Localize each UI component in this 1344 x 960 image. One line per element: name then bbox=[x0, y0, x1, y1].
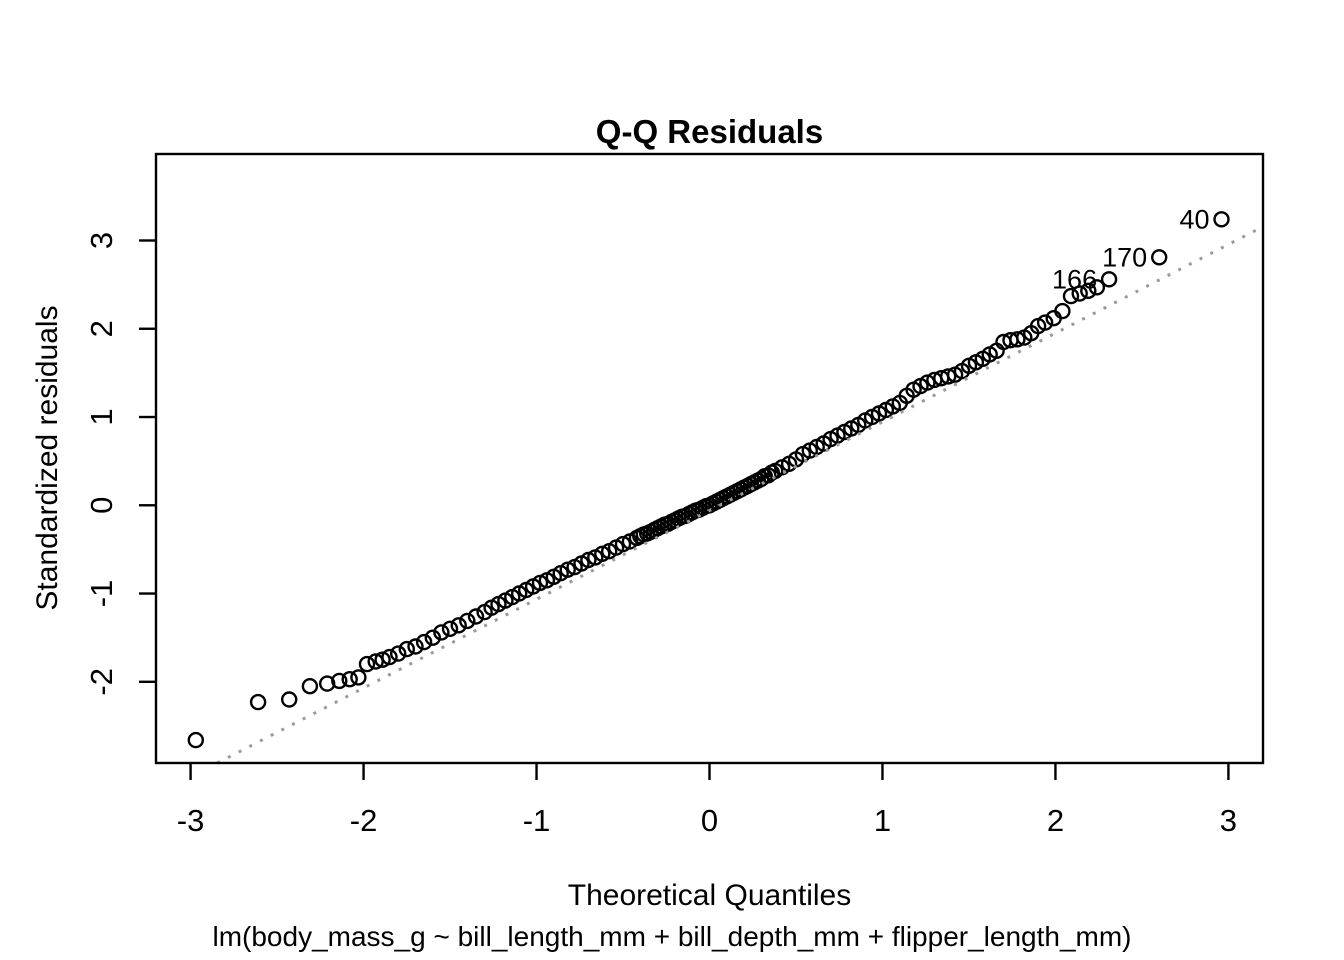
y-axis-title: Standardized residuals bbox=[31, 305, 64, 611]
points-layer bbox=[187, 211, 1230, 749]
data-point bbox=[1036, 314, 1054, 331]
outlier-point bbox=[1213, 211, 1230, 228]
x-axis: -3 -2 -1 0 1 2 3 bbox=[177, 764, 1237, 838]
y-tick-label: 1 bbox=[84, 408, 119, 425]
outlier-point bbox=[1100, 271, 1118, 288]
y-tick-label: 3 bbox=[84, 232, 119, 249]
point-label: 170 bbox=[1102, 242, 1147, 272]
x-tick-label: 0 bbox=[701, 803, 718, 838]
data-point bbox=[459, 612, 476, 630]
data-point bbox=[249, 693, 267, 711]
x-tick-label: -2 bbox=[350, 803, 378, 838]
plot-box bbox=[154, 152, 1265, 765]
data-point bbox=[467, 608, 485, 625]
data-point bbox=[1009, 331, 1026, 348]
data-point bbox=[331, 672, 348, 690]
data-point bbox=[390, 645, 407, 662]
x-tick-label: 2 bbox=[1047, 803, 1064, 838]
data-point bbox=[424, 629, 441, 646]
x-tick-label: -1 bbox=[523, 803, 551, 838]
data-point bbox=[381, 648, 398, 666]
data-point bbox=[450, 617, 467, 634]
chart-title: Q-Q Residuals bbox=[595, 113, 824, 150]
y-tick-label: 0 bbox=[84, 497, 119, 514]
data-point bbox=[398, 640, 415, 658]
x-axis-title: Theoretical Quantiles bbox=[567, 879, 852, 912]
y-axis: -2 -1 0 1 2 3 bbox=[84, 232, 155, 696]
data-point bbox=[319, 675, 336, 692]
plot-border bbox=[154, 152, 1265, 765]
data-point bbox=[358, 655, 376, 673]
y-tick-label: 2 bbox=[84, 320, 119, 337]
data-point bbox=[301, 678, 319, 695]
data-point bbox=[1062, 287, 1080, 305]
data-point bbox=[281, 691, 298, 708]
data-point bbox=[415, 633, 433, 651]
data-point bbox=[407, 638, 424, 655]
data-point bbox=[341, 671, 358, 688]
data-point bbox=[1088, 279, 1106, 296]
data-point bbox=[441, 620, 459, 637]
y-tick-label: -1 bbox=[84, 580, 119, 608]
x-tick-label: 3 bbox=[1220, 803, 1237, 838]
x-tick-label: -3 bbox=[177, 803, 205, 838]
data-point bbox=[1054, 302, 1071, 320]
data-point bbox=[1071, 285, 1088, 302]
model-call-subtitle: lm(body_mass_g ~ bill_length_mm + bill_d… bbox=[212, 921, 1132, 952]
x-tick-label: 1 bbox=[874, 803, 891, 838]
data-point bbox=[940, 368, 957, 385]
y-tick-label: -2 bbox=[84, 668, 119, 696]
outlier-point bbox=[1150, 249, 1168, 266]
point-label: 166 bbox=[1052, 264, 1097, 294]
data-point bbox=[187, 731, 205, 749]
data-point bbox=[433, 624, 450, 641]
data-point bbox=[1080, 282, 1097, 299]
point-label: 40 bbox=[1179, 204, 1209, 234]
data-point bbox=[350, 669, 367, 686]
